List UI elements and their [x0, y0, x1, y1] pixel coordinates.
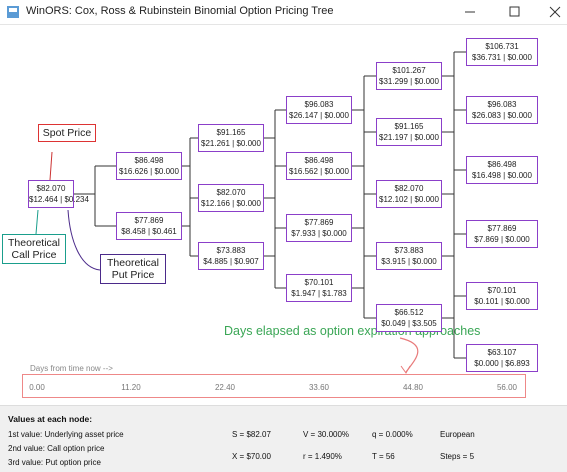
- timeline-tick: 33.60: [308, 383, 330, 392]
- tree-node: $86.498 $16.626 | $0.000: [116, 152, 182, 180]
- node-price: $91.165: [216, 128, 246, 137]
- tree-node: $86.498 $16.562 | $0.000: [286, 152, 352, 180]
- window-title: WinORS: Cox, Ross & Rubinstein Binomial …: [26, 5, 334, 17]
- timeline-tick: 22.40: [214, 383, 236, 392]
- tree-node: $82.070 $12.102 | $0.000: [376, 180, 442, 208]
- node-price: $66.512: [394, 308, 424, 317]
- days-arrow-head: [400, 365, 411, 374]
- parameter: V = 30.000%: [303, 430, 350, 439]
- node-values: $16.626 | $0.000: [119, 167, 179, 176]
- app-icon: [7, 6, 19, 18]
- node-values: $16.562 | $0.000: [289, 167, 349, 176]
- node-values: $0.000 | $6.893: [474, 359, 530, 368]
- tree-node: $91.165 $21.261 | $0.000: [198, 124, 264, 152]
- window-controls[interactable]: [455, 0, 567, 24]
- node-price: $86.498: [304, 156, 334, 165]
- tree-node: $82.070 $12.166 | $0.000: [198, 184, 264, 212]
- node-values: $26.083 | $0.000: [472, 111, 532, 120]
- node-values: $36.731 | $0.000: [472, 53, 532, 62]
- timeline-box: [22, 374, 526, 398]
- footer-panel: Values at each node: 1st value: Underlyi…: [0, 405, 567, 472]
- tree-node: $101.267 $31.299 | $0.000: [376, 62, 442, 90]
- parameter: r = 1.490%: [303, 452, 342, 461]
- node-values: $21.197 | $0.000: [379, 133, 439, 142]
- legend-line: 3rd value: Put option price: [8, 458, 101, 467]
- timeline-tick: 11.20: [121, 383, 141, 392]
- node-price: $96.083: [304, 100, 334, 109]
- tree-node: $70.101 $1.947 | $1.783: [286, 274, 352, 302]
- days-arrow: [399, 337, 419, 373]
- timeline-tick: 44.80: [402, 383, 424, 392]
- tree-node: $73.883 $4.885 | $0.907: [198, 242, 264, 270]
- tree-node: $91.165 $21.197 | $0.000: [376, 118, 442, 146]
- spot-annotation: Spot Price: [38, 124, 96, 142]
- node-price: $70.101: [304, 278, 334, 287]
- parameter: Steps = 5: [440, 452, 475, 461]
- node-values: $31.299 | $0.000: [379, 77, 439, 86]
- node-price: $82.070: [216, 188, 246, 197]
- timeline-tick: 56.00: [496, 383, 518, 392]
- node-price: $96.083: [487, 100, 517, 109]
- parameter: S = $82.07: [232, 430, 271, 439]
- timeline-tick: 0.00: [29, 383, 45, 392]
- call-arrow: [35, 209, 39, 235]
- legend-line: 2nd value: Call option price: [8, 444, 105, 453]
- node-values: $16.498 | $0.000: [472, 171, 532, 180]
- node-values: $8.458 | $0.461: [121, 227, 177, 236]
- node-price: $77.869: [304, 218, 334, 227]
- tree-node: $66.512 $0.049 | $3.505: [376, 304, 442, 332]
- node-values: $3.915 | $0.000: [381, 257, 437, 266]
- tree-node: $77.869 $7.869 | $0.000: [466, 220, 538, 248]
- node-price: $73.883: [394, 246, 424, 255]
- tree-node: $77.869 $8.458 | $0.461: [116, 212, 182, 240]
- tree-node: $73.883 $3.915 | $0.000: [376, 242, 442, 270]
- node-price: $101.267: [392, 66, 426, 75]
- title-bar: WinORS: Cox, Ross & Rubinstein Binomial …: [0, 0, 567, 25]
- node-price: $63.107: [487, 348, 517, 357]
- tree-node: $77.869 $7.933 | $0.000: [286, 214, 352, 242]
- tree-node: $96.083 $26.083 | $0.000: [466, 96, 538, 124]
- node-values: $0.101 | $0.000: [474, 297, 530, 306]
- node-price: $86.498: [134, 156, 164, 165]
- footer-heading: Values at each node:: [8, 414, 93, 424]
- node-price: $77.869: [487, 224, 517, 233]
- node-values: $26.147 | $0.000: [289, 111, 349, 120]
- tree-node: $70.101 $0.101 | $0.000: [466, 282, 538, 310]
- node-price: $82.070: [394, 184, 424, 193]
- parameter: X = $70.00: [232, 452, 271, 461]
- node-price: $82.070: [36, 184, 66, 193]
- parameter: T = 56: [372, 452, 395, 461]
- node-values: $12.166 | $0.000: [201, 199, 261, 208]
- node-values: $0.049 | $3.505: [381, 319, 437, 328]
- legend-line: 1st value: Underlying asset price: [8, 430, 124, 439]
- spot-arrow: [49, 151, 53, 181]
- node-values: $4.885 | $0.907: [203, 257, 259, 266]
- tree-node: $96.083 $26.147 | $0.000: [286, 96, 352, 124]
- node-values: $12.464 | $0.234: [29, 195, 89, 204]
- node-values: $1.947 | $1.783: [291, 289, 347, 298]
- put-arrow: [67, 209, 101, 271]
- node-price: $86.498: [487, 160, 517, 169]
- node-values: $7.933 | $0.000: [291, 229, 347, 238]
- node-price: $70.101: [487, 286, 517, 295]
- tree-node: $63.107 $0.000 | $6.893: [466, 344, 538, 372]
- node-price: $106.731: [485, 42, 519, 51]
- tree-node: $86.498 $16.498 | $0.000: [466, 156, 538, 184]
- call-annotation: Theoretical Call Price: [2, 234, 66, 264]
- timeline-label: Days from time now -->: [30, 364, 113, 373]
- node-values: $7.869 | $0.000: [474, 235, 530, 244]
- node-price: $77.869: [134, 216, 164, 225]
- tree-node: $82.070 $12.464 | $0.234: [28, 180, 89, 208]
- node-price: $91.165: [394, 122, 424, 131]
- parameter: European: [440, 430, 475, 439]
- node-values: $12.102 | $0.000: [379, 195, 439, 204]
- put-annotation: Theoretical Put Price: [100, 254, 166, 284]
- node-price: $73.883: [216, 246, 246, 255]
- parameter: q = 0.000%: [372, 430, 413, 439]
- node-values: $21.261 | $0.000: [201, 139, 261, 148]
- tree-node: $106.731 $36.731 | $0.000: [466, 38, 538, 66]
